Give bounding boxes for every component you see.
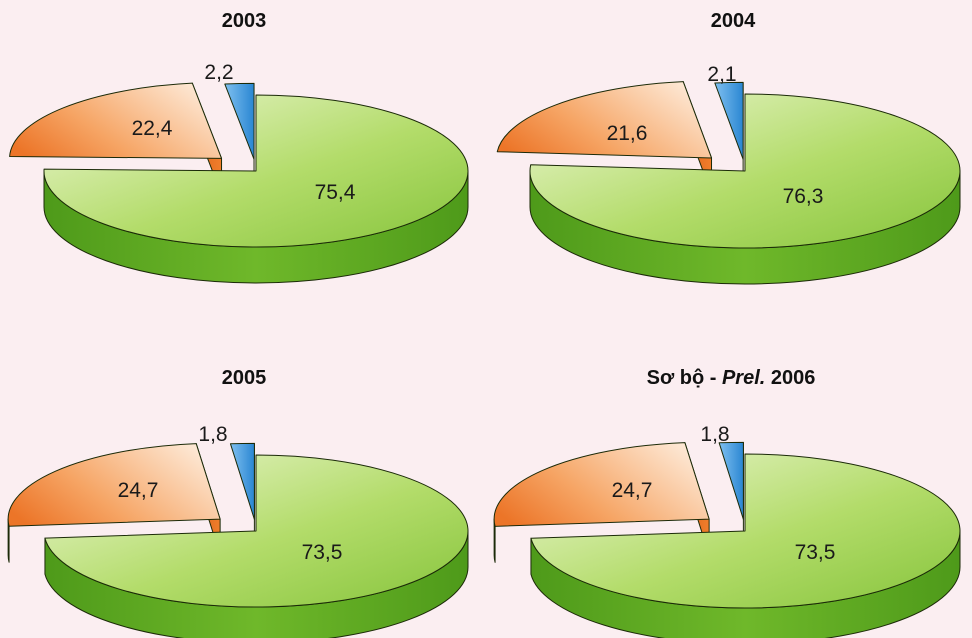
slice-green xyxy=(43,94,469,284)
slice-green xyxy=(44,454,469,638)
slice-label-blue: 2,1 xyxy=(707,63,736,86)
pie-chart-2005: 2005 73,5 24,7 1,8 xyxy=(7,367,469,638)
slice-label-green: 73,5 xyxy=(302,541,343,564)
slice-label-green: 76,3 xyxy=(783,185,824,208)
slice-orange-top xyxy=(496,81,713,159)
chart-title: 2005 xyxy=(222,367,267,389)
slice-blue-top xyxy=(224,82,255,160)
pie-body xyxy=(7,442,469,638)
slice-label-orange: 21,6 xyxy=(607,122,648,145)
pie-body xyxy=(493,441,961,638)
slice-green-top xyxy=(529,93,961,249)
slice-orange xyxy=(493,442,710,563)
pie-chart-2003: 2003 75,4 22,4 2,2 xyxy=(9,10,469,284)
slice-label-orange: 24,7 xyxy=(612,479,653,502)
slice-green-top xyxy=(530,453,961,609)
slice-orange xyxy=(7,443,221,563)
slice-label-orange: 22,4 xyxy=(132,117,173,140)
title-year: 2006 xyxy=(765,367,815,389)
chart-title: 2004 xyxy=(711,10,756,32)
slice-orange-top xyxy=(493,442,710,527)
pie-body xyxy=(496,81,961,285)
slice-label-blue: 1,8 xyxy=(700,423,729,446)
slice-label-green: 75,4 xyxy=(315,181,356,204)
title-prel: Prel. xyxy=(722,367,765,389)
slice-label-green: 73,5 xyxy=(795,541,836,564)
slice-label-blue: 1,8 xyxy=(198,423,227,446)
slice-green-top xyxy=(44,454,469,608)
slice-green xyxy=(530,453,961,638)
chart-title: Sơ bộ - Prel. 2006 xyxy=(647,367,816,389)
title-prefix: Sơ bộ - xyxy=(647,367,722,389)
pie-chart-2006-prel: Sơ bộ - Prel. 2006 73,5 24,7 1,8 xyxy=(493,367,961,638)
pie-body xyxy=(9,82,469,284)
chart-title: 2003 xyxy=(222,10,267,32)
slice-orange xyxy=(9,82,223,195)
pie-chart-2004: 2004 76,3 21,6 2,1 xyxy=(496,10,961,285)
slice-blue-top xyxy=(718,441,744,520)
slice-green-top xyxy=(43,94,469,248)
slice-green xyxy=(529,93,961,285)
slice-blue-top xyxy=(714,81,744,160)
slice-label-orange: 24,7 xyxy=(118,479,159,502)
slice-orange-top xyxy=(9,82,223,159)
slice-label-blue: 2,2 xyxy=(204,61,233,84)
slice-blue-top xyxy=(229,442,255,520)
slice-orange-top xyxy=(7,443,221,527)
